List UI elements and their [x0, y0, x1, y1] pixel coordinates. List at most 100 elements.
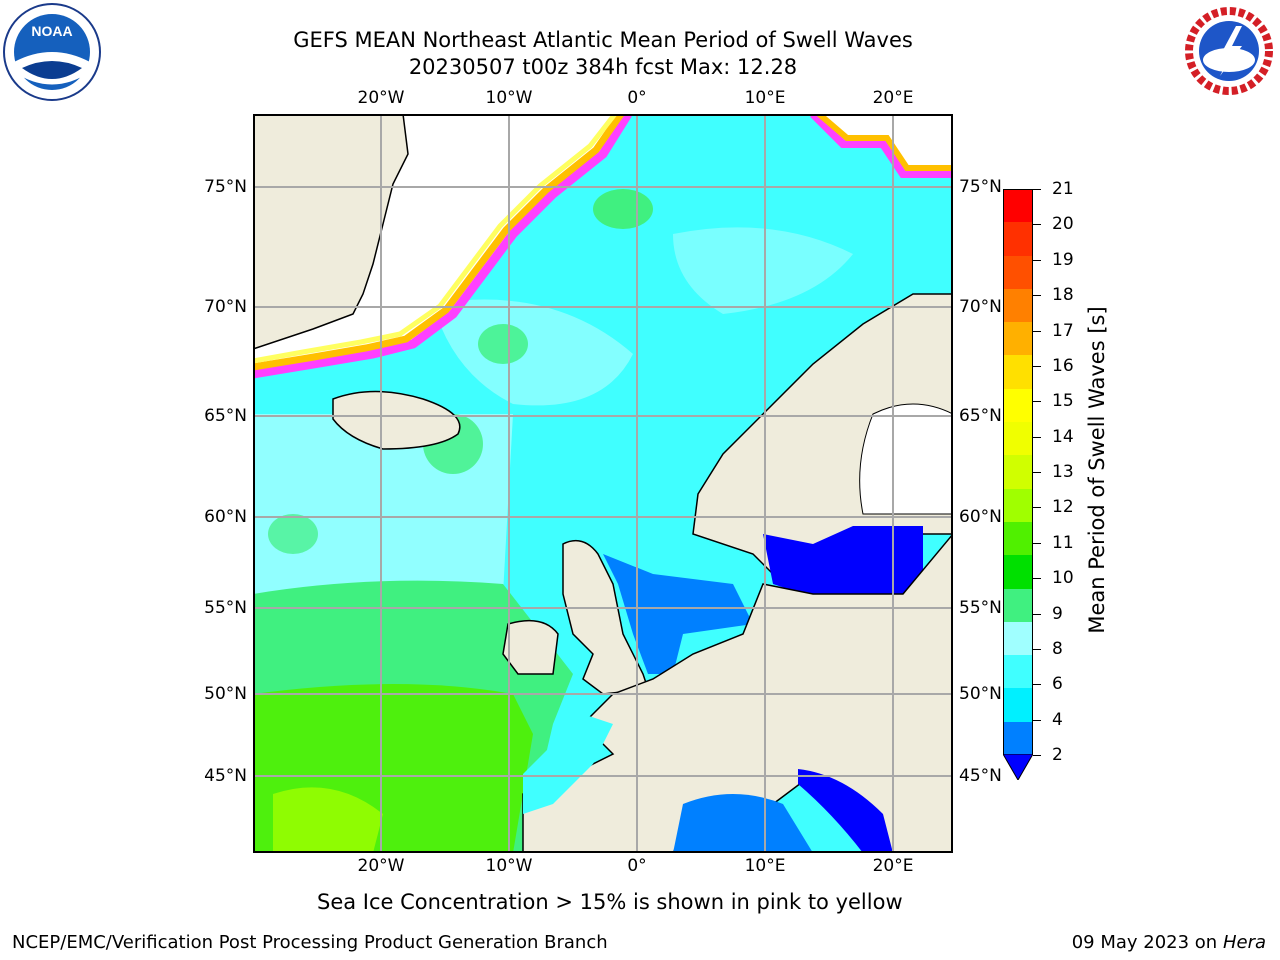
iceland-land [332, 390, 461, 450]
colorbar-tick-label: 15 [1052, 391, 1074, 412]
colorbar-segment [1003, 222, 1033, 257]
lat-label-left-55n: 55°N [204, 598, 247, 618]
colorbar-tick-label: 12 [1052, 497, 1074, 518]
lon-label-top-20e: 20°E [872, 88, 914, 108]
colorbar-tick-label: 10 [1052, 568, 1074, 589]
colorbar-tick-label: 11 [1052, 532, 1074, 553]
footer-credit: NCEP/EMC/Verification Post Processing Pr… [12, 932, 608, 953]
ice-edge-pink [253, 114, 632, 379]
lon-label-top-20w: 20°W [357, 88, 405, 108]
lon-label-bottom-0: 0° [627, 856, 647, 876]
colorbar-tick-label: 13 [1052, 462, 1074, 482]
lat-label-right-50n: 50°N [959, 684, 1002, 704]
colorbar-tick-mark [1033, 578, 1041, 580]
adriatic-sea [798, 769, 893, 853]
colorbar-tick-mark [1033, 719, 1041, 721]
colorbar-segment [1003, 455, 1033, 490]
colorbar-tick-mark [1033, 295, 1041, 297]
colorbar-segment [1003, 288, 1033, 323]
colorbar-segment [1003, 655, 1033, 689]
colorbar [1003, 189, 1033, 756]
colorbar-segment [1003, 255, 1033, 290]
lon-label-bottom-20e: 20°E [872, 856, 914, 876]
colorbar-segment [1003, 721, 1033, 756]
sea-ice-note: Sea Ice Concentration > 15% is shown in … [317, 890, 903, 914]
chart-subtitle: 20230507 t00z 384h fcst Max: 12.28 [408, 55, 798, 79]
colorbar-segment [1003, 621, 1033, 656]
lat-label-right-45n: 45°N [959, 766, 1002, 786]
colorbar-tick-label: 19 [1052, 249, 1074, 270]
colorbar-tick-mark [1033, 189, 1041, 190]
lon-label-top-10e: 10°E [744, 88, 786, 108]
nws-logo [1180, 2, 1278, 100]
footer-date-text: 09 May 2023 on [1071, 932, 1218, 953]
colorbar-tick-mark [1033, 648, 1041, 650]
lon-label-bottom-20w: 20°W [357, 856, 405, 876]
colorbar-tick-mark [1033, 401, 1041, 403]
lat-label-right-70n: 70°N [959, 297, 1002, 317]
colorbar-tick-label: 18 [1052, 285, 1074, 306]
colorbar-segment [1003, 322, 1033, 356]
great-britain-land [562, 539, 650, 695]
ice-edge-yellow [253, 114, 617, 364]
colorbar-tick-mark [1033, 224, 1041, 226]
colorbar-segment [1003, 688, 1033, 723]
colorbar-tick-mark [1033, 613, 1041, 615]
colorbar-segment [1003, 488, 1033, 523]
colorbar-tick-mark [1033, 330, 1041, 332]
colorbar-tick-label: 4 [1052, 709, 1063, 730]
colorbar-segment [1003, 588, 1033, 623]
lat-label-right-75n: 75°N [959, 177, 1002, 197]
colorbar-tick-mark [1033, 365, 1041, 367]
lon-label-top-10w: 10°W [485, 88, 533, 108]
footer-host: Hera [1222, 932, 1266, 953]
lon-label-bottom-10w: 10°W [485, 856, 533, 876]
mediterranean-sea [673, 794, 813, 853]
colorbar-tick-label: 17 [1052, 320, 1074, 341]
colorbar-tick-label: 9 [1052, 603, 1063, 624]
colorbar-frame [1003, 189, 1033, 755]
lat-label-left-50n: 50°N [204, 684, 247, 704]
colorbar-tick-mark [1033, 684, 1041, 686]
north-sea [603, 554, 753, 674]
lat-label-left-45n: 45°N [204, 766, 247, 786]
colorbar-label: Mean Period of Swell Waves [s] [1085, 306, 1109, 634]
colorbar-segment [1003, 189, 1033, 223]
chart-title: GEFS MEAN Northeast Atlantic Mean Period… [293, 28, 913, 52]
colorbar-tick-label: 6 [1052, 674, 1063, 695]
lon-label-top-0: 0° [627, 88, 647, 108]
lat-label-left-70n: 70°N [204, 297, 247, 317]
lat-label-left-60n: 60°N [204, 507, 247, 527]
colorbar-tick-label: 16 [1052, 355, 1074, 376]
lat-label-right-55n: 55°N [959, 598, 1002, 618]
greenland-land [253, 114, 409, 350]
lon-label-bottom-10e: 10°E [744, 856, 786, 876]
lat-label-right-60n: 60°N [959, 507, 1002, 527]
footer-date: 09 May 2023 on Hera [1072, 932, 1266, 953]
ice-edge-orange [253, 114, 624, 371]
lat-label-right-65n: 65°N [959, 406, 1002, 426]
colorbar-segment [1003, 521, 1033, 556]
swell-period-map [253, 114, 953, 853]
lat-label-left-65n: 65°N [204, 406, 247, 426]
colorbar-segment [1003, 422, 1033, 456]
colorbar-tick-label: 20 [1052, 214, 1074, 235]
colorbar-tick-label: 21 [1052, 179, 1074, 199]
colorbar-under-arrow [1003, 754, 1033, 780]
colorbar-tick-mark [1033, 436, 1041, 438]
graticule [253, 114, 953, 853]
noaa-logo: NOAA [2, 2, 102, 102]
noaa-logo-text: NOAA [31, 23, 72, 39]
ireland-land [502, 619, 559, 675]
lat-label-left-75n: 75°N [204, 177, 247, 197]
colorbar-tick-mark [1033, 755, 1041, 756]
colorbar-tick-mark [1033, 472, 1041, 473]
colorbar-tick-label: 14 [1052, 426, 1074, 447]
colorbar-segment [1003, 555, 1033, 590]
colorbar-tick-mark [1033, 542, 1041, 544]
colorbar-segment [1003, 388, 1033, 423]
colorbar-tick-label: 2 [1052, 745, 1063, 765]
colorbar-tick-label: 8 [1052, 638, 1063, 659]
colorbar-segment [1003, 355, 1033, 390]
colorbar-tick-mark [1033, 507, 1041, 509]
